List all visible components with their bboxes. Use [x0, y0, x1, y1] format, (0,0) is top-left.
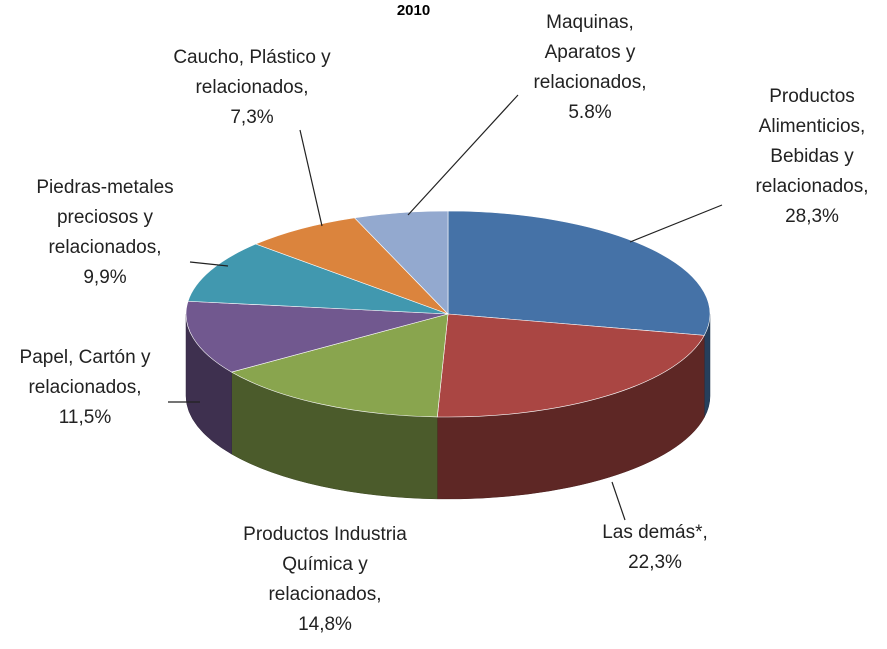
chart-title: 2010: [396, 2, 431, 19]
slice: [254, 217, 449, 315]
slice: [436, 313, 705, 418]
category-label: Piedras-metales preciosos y relacionados…: [36, 177, 174, 258]
data-label: Piedras-metales preciosos y relacionados…: [18, 173, 193, 293]
category-label: Productos Industria Química y relacionad…: [243, 524, 407, 605]
category-label: Caucho, Plástico y relacionados,: [173, 47, 331, 98]
slice: [185, 300, 449, 373]
slice: [187, 243, 449, 315]
category-label: Maquinas, Aparatos y relacionados,: [533, 12, 647, 93]
value-label: 11,5%: [58, 407, 112, 428]
data-label: Caucho, Plástico y relacionados, 7,3%: [152, 43, 352, 133]
value-label: 5.8%: [568, 102, 612, 123]
data-label: Productos Alimenticios, Bebidas y relaci…: [732, 82, 887, 232]
data-label: Las demás*, 22,3%: [570, 518, 740, 578]
leader-line: [407, 94, 519, 216]
value-label: 14,8%: [298, 614, 352, 635]
slice: [230, 313, 449, 418]
slice: [353, 210, 449, 315]
leader-line: [611, 481, 626, 521]
leader-line: [299, 129, 323, 227]
data-label: Papel, Cartón y relacionados, 11,5%: [0, 343, 170, 433]
data-label: Maquinas, Aparatos y relacionados, 5.8%: [515, 8, 665, 128]
slice: [447, 210, 711, 336]
value-label: 22,3%: [628, 552, 682, 573]
value-label: 28,3%: [785, 206, 839, 227]
value-label: 7,3%: [230, 107, 274, 128]
leader-line: [629, 204, 723, 243]
leader-line: [189, 261, 229, 267]
category-label: Las demás*,: [602, 522, 708, 543]
category-label: Productos Alimenticios, Bebidas y relaci…: [755, 86, 869, 197]
category-label: Papel, Cartón y relacionados,: [19, 347, 151, 398]
data-label: Productos Industria Química y relacionad…: [230, 520, 420, 640]
value-label: 9,9%: [83, 267, 127, 288]
